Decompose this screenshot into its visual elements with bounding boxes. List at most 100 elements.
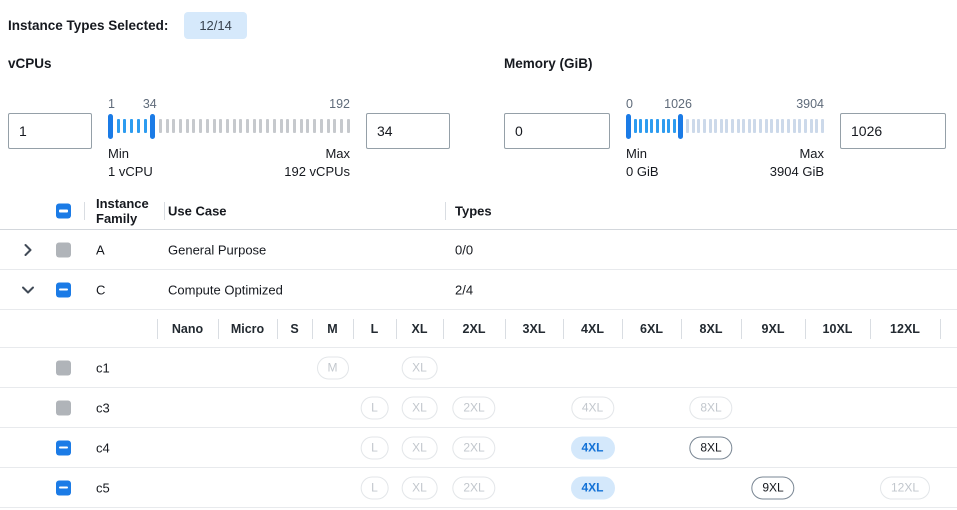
size-column-header-micro: Micro — [230, 321, 265, 336]
family-name: A — [96, 242, 105, 257]
instance-row-c5: c5 L XL 2XL 4XL 9XL 12XL — [0, 468, 957, 508]
size-column-divider — [312, 318, 313, 339]
vcpus-scale-high: 34 — [142, 97, 157, 111]
size-chip-c4-xl: XL — [401, 436, 438, 459]
slider-tick — [770, 119, 774, 133]
selected-count-badge: 12/14 — [184, 11, 247, 39]
slider-tick — [691, 119, 695, 133]
size-chip-c3-xl: XL — [401, 396, 438, 419]
memory-high-handle[interactable] — [678, 113, 684, 139]
family-row-C: C Compute Optimized 2/4 — [0, 270, 957, 310]
memory-low-handle[interactable] — [626, 113, 631, 139]
size-column-divider — [805, 318, 806, 339]
select-all-checkbox[interactable] — [56, 203, 71, 219]
vcpus-scale-labels: 1 34 192 — [108, 95, 350, 112]
instance-checkbox-c5[interactable] — [56, 480, 71, 495]
memory-scale-max: 3904 — [796, 97, 824, 111]
slider-tick — [292, 119, 296, 133]
slider-tick — [232, 119, 236, 133]
family-types-count: 0/0 — [455, 242, 474, 257]
size-chip-c4-l: L — [360, 436, 389, 459]
vcpus-scale-min: 1 — [108, 97, 115, 111]
size-header-row: Nano Micro S M L XL 2XL 3XL 4XL 6XL 8XL 9XL 10XL 12XL — [0, 310, 957, 348]
instance-name: c4 — [96, 440, 110, 455]
size-column-divider — [353, 318, 354, 339]
size-column-divider — [277, 318, 278, 339]
slider-tick — [656, 119, 660, 133]
slider-tick — [764, 119, 768, 133]
size-chip-c5-2xl: 2XL — [452, 476, 496, 499]
slider-tick — [820, 119, 824, 133]
memory-max-input[interactable] — [840, 113, 946, 149]
slider-tick — [326, 119, 330, 133]
slider-tick — [650, 119, 654, 133]
table-body: A General Purpose 0/0 C Compute Optimized 2/4… — [0, 230, 957, 508]
family-name: C — [96, 282, 106, 297]
vcpus-max-detail: 192 vCPUs — [284, 164, 350, 179]
slider-tick — [306, 119, 310, 133]
family-expand-C-collapse-icon[interactable] — [20, 282, 36, 298]
slider-tick — [747, 119, 751, 133]
slider-tick — [742, 119, 746, 133]
slider-tick — [212, 119, 216, 133]
size-chip-c3-8xl: 8XL — [689, 396, 733, 419]
size-column-header-s: S — [290, 321, 299, 336]
slider-tick — [266, 119, 270, 133]
slider-tick — [803, 119, 807, 133]
slider-tick — [172, 119, 176, 133]
slider-tick — [130, 119, 134, 133]
instance-checkbox-c4[interactable] — [56, 440, 71, 455]
vcpus-min-input[interactable] — [8, 113, 92, 149]
slider-tick — [185, 119, 189, 133]
vcpus-min-caption: Min — [108, 146, 129, 161]
slider-tick — [798, 119, 802, 133]
slider-tick — [661, 119, 665, 133]
size-chip-c4-4xl[interactable]: 4XL — [570, 436, 615, 459]
vcpus-low-handle[interactable] — [108, 113, 113, 139]
slider-tick — [252, 119, 256, 133]
memory-max-caption: Max — [799, 146, 824, 161]
column-header-use-case: Use Case — [168, 203, 227, 219]
memory-scale-labels: 0 1026 3904 — [626, 95, 824, 112]
vcpus-range-slider[interactable]: 1 34 192 Min 1 vCPU Max 192 vCPUs — [108, 95, 350, 181]
slider-tick — [205, 119, 209, 133]
instance-checkbox-c1 — [56, 360, 71, 375]
slider-tick — [633, 119, 637, 133]
family-use-case: General Purpose — [168, 242, 267, 257]
slider-tick — [644, 119, 648, 133]
vcpus-slider-track[interactable] — [108, 112, 350, 140]
size-column-divider — [563, 318, 564, 339]
slider-tick — [199, 119, 203, 133]
vcpus-filter: vCPUs 1 34 192 Min 1 vCPU — [8, 56, 450, 181]
slider-tick — [219, 119, 223, 133]
slider-tick — [702, 119, 706, 133]
size-chip-c5-9xl[interactable]: 9XL — [751, 476, 795, 499]
vcpus-scale-max: 192 — [329, 97, 350, 111]
slider-tick — [299, 119, 303, 133]
slider-tick — [225, 119, 229, 133]
memory-filter: Memory (GiB) 0 1026 3904 Min 0 GiB — [504, 56, 946, 181]
size-column-header-3xl: 3XL — [522, 321, 546, 336]
memory-slider-track[interactable] — [626, 112, 824, 140]
slider-tick — [333, 119, 337, 133]
size-chip-c5-4xl[interactable]: 4XL — [570, 476, 615, 499]
family-checkbox-C[interactable] — [56, 282, 71, 297]
memory-max-detail: 3904 GiB — [769, 164, 824, 179]
slider-tick — [759, 119, 763, 133]
instance-name: c3 — [96, 400, 110, 415]
memory-range-slider[interactable]: 0 1026 3904 Min 0 GiB Max 3904 GiB — [626, 95, 824, 181]
size-chip-c4-8xl[interactable]: 8XL — [689, 436, 733, 459]
slider-tick — [787, 119, 791, 133]
vcpus-high-handle[interactable] — [150, 113, 156, 139]
memory-scale-high: 1026 — [664, 97, 692, 111]
vcpus-max-input[interactable] — [366, 113, 450, 149]
slider-tick — [319, 119, 323, 133]
size-column-header-nano: Nano — [171, 321, 204, 336]
size-chip-c1-xl: XL — [401, 356, 438, 379]
family-checkbox-A — [56, 242, 71, 257]
family-expand-A-expand-icon[interactable] — [20, 242, 36, 258]
size-column-divider — [505, 318, 506, 339]
memory-min-input[interactable] — [504, 113, 610, 149]
size-column-header-4xl: 4XL — [581, 321, 604, 336]
